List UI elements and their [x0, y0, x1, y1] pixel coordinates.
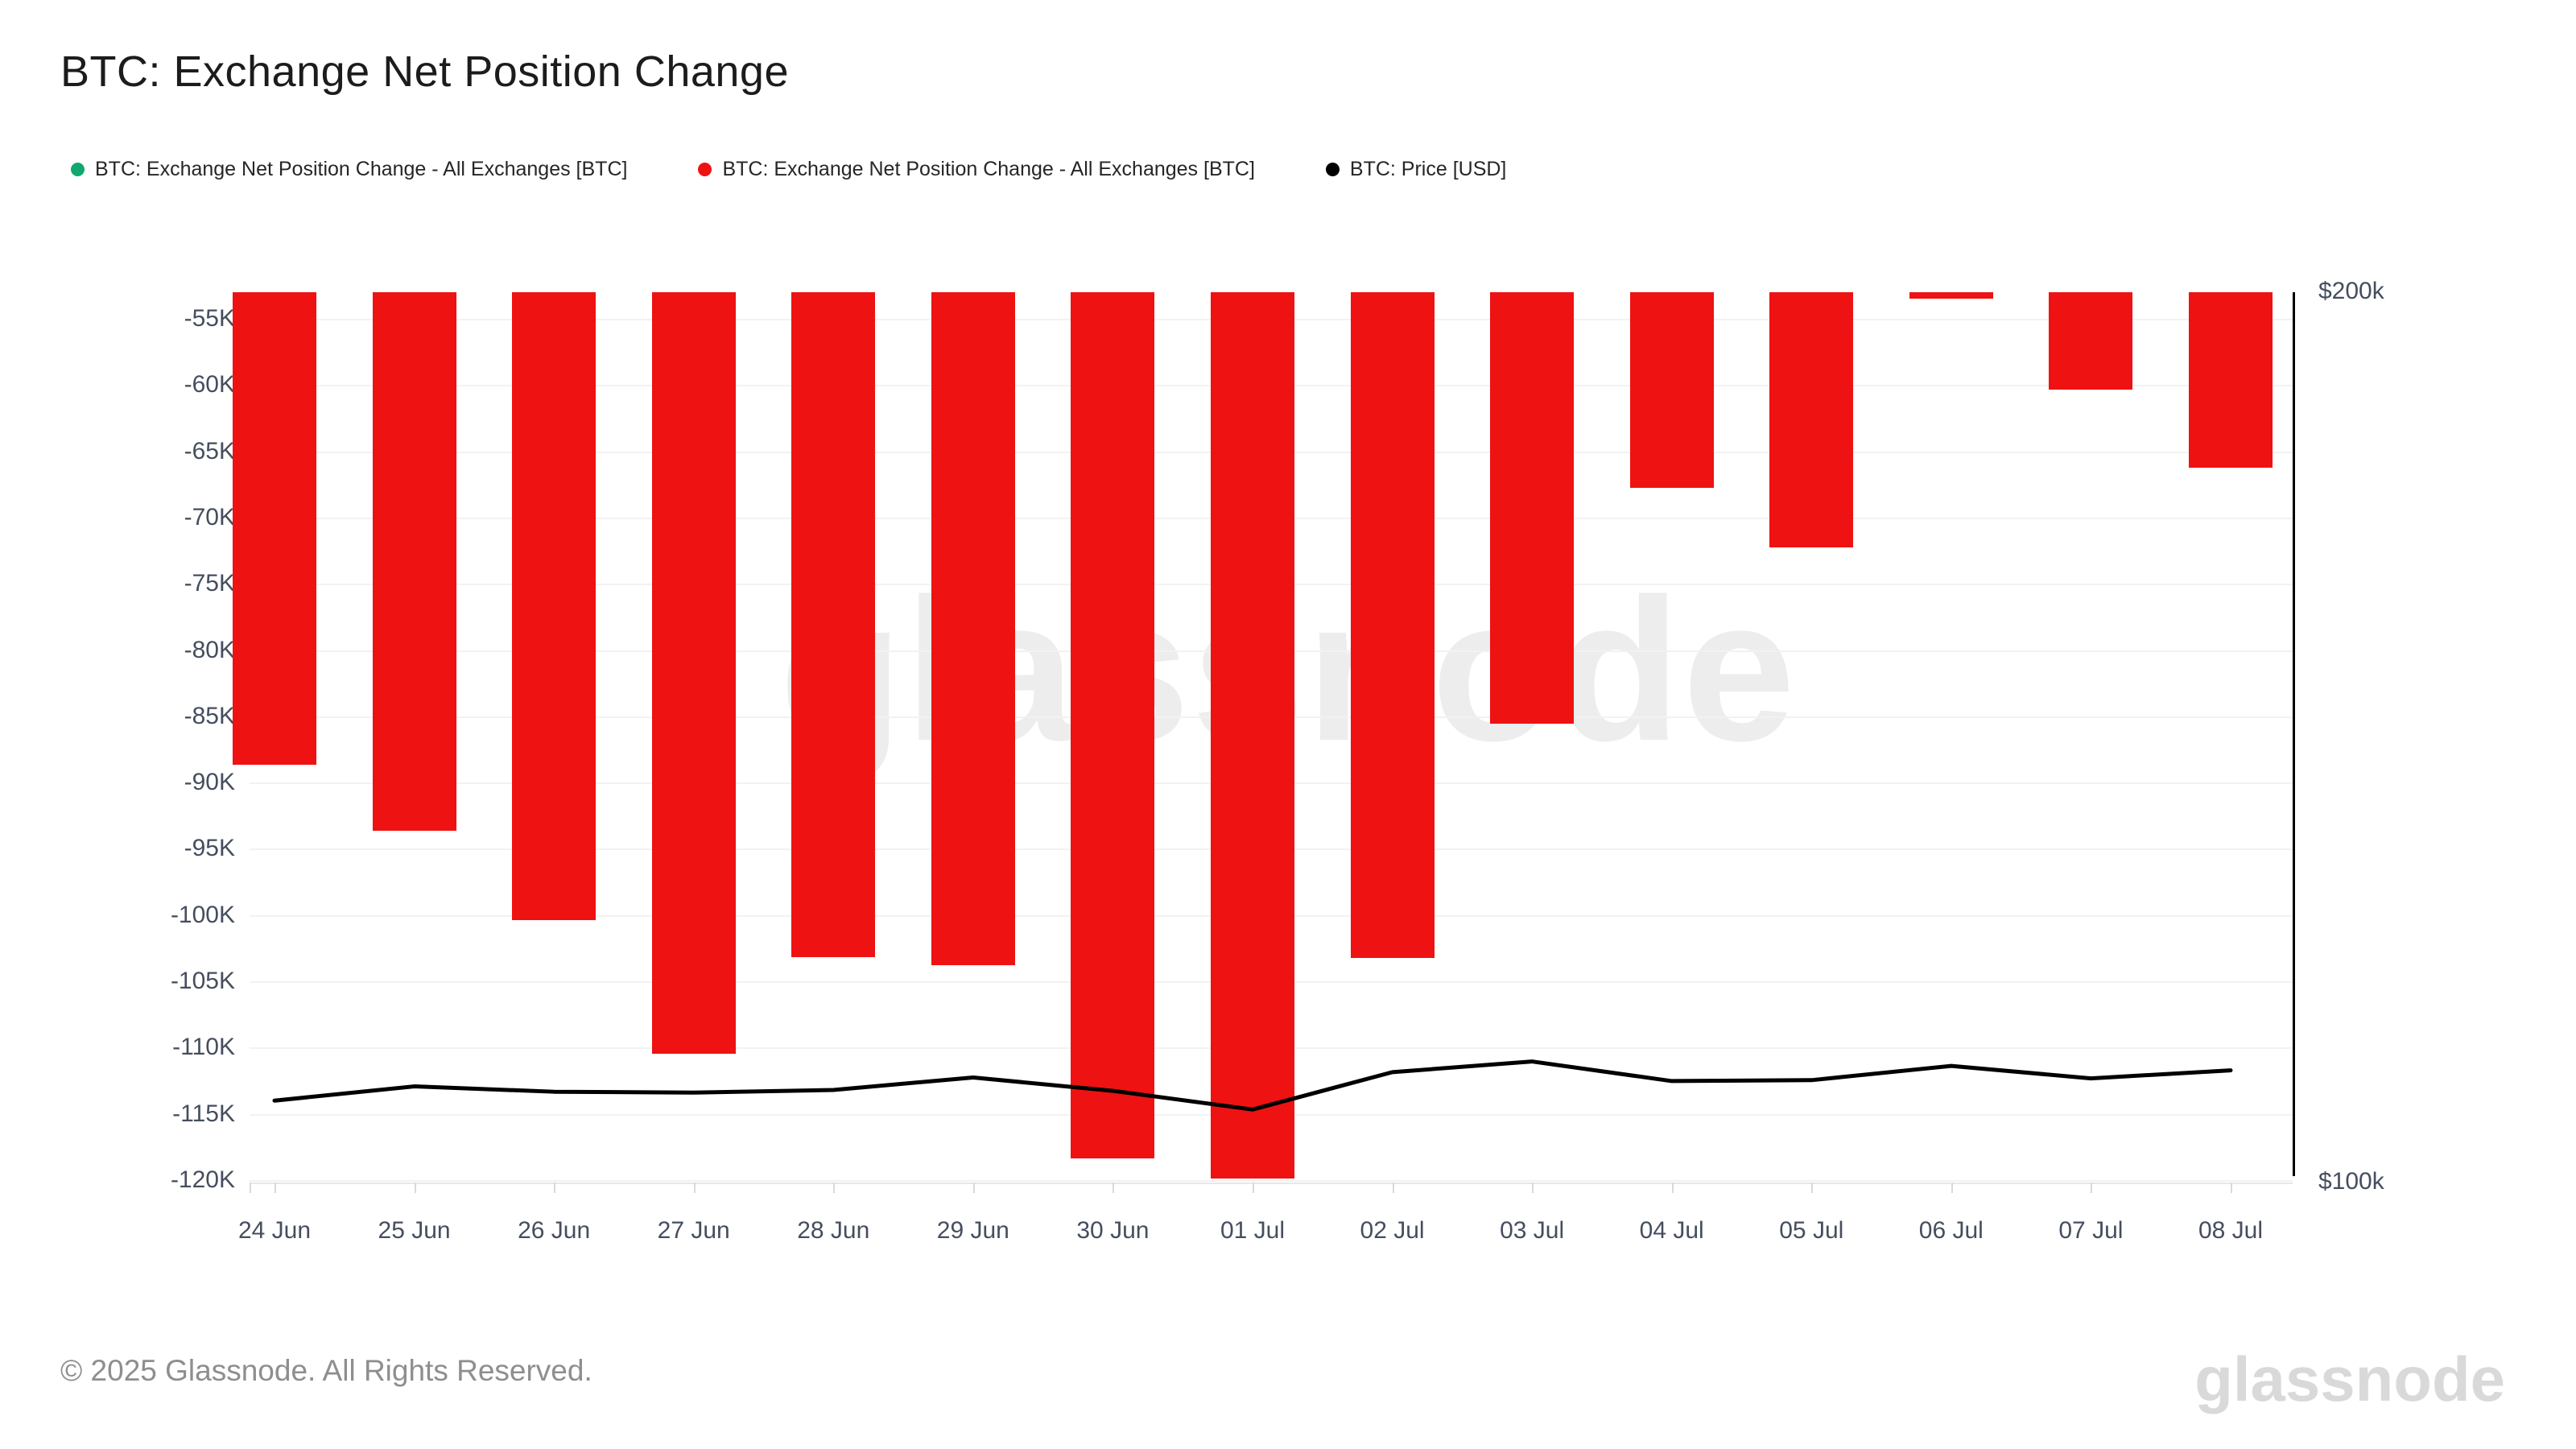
- bar-02-jul[interactable]: [1350, 292, 1435, 959]
- bar-01-jul[interactable]: [1210, 292, 1294, 1179]
- red-dot-icon: [698, 163, 712, 176]
- x-axis-tick-mark: [275, 1183, 276, 1193]
- glassnode-logo: glassnode: [2194, 1344, 2505, 1414]
- x-axis-tick-label: 03 Jul: [1500, 1217, 1565, 1244]
- x-axis-tick-label: 04 Jul: [1639, 1217, 1704, 1244]
- x-axis-tick-label: 08 Jul: [2198, 1217, 2263, 1244]
- y-axis-tick-label: -75K: [184, 570, 235, 597]
- x-axis-tick-mark: [2091, 1183, 2093, 1193]
- x-axis-tick-mark: [2230, 1183, 2232, 1193]
- x-axis-tick-label: 05 Jul: [1779, 1217, 1844, 1244]
- y-axis-tick-label: -55K: [184, 305, 235, 332]
- legend-item-net-position-green[interactable]: BTC: Exchange Net Position Change - All …: [71, 158, 627, 181]
- x-axis-tick-mark: [693, 1183, 696, 1193]
- y-axis-tick-label: -110K: [172, 1034, 235, 1061]
- y-axis-tick-label: -60K: [184, 371, 235, 398]
- y-axis-tick-label: -80K: [184, 636, 235, 663]
- x-axis-tick-mark: [972, 1183, 975, 1193]
- bar-04-jul[interactable]: [1629, 292, 1714, 489]
- bar-28-jun[interactable]: [791, 292, 876, 957]
- bar-07-jul[interactable]: [2049, 292, 2133, 390]
- bar-06-jul[interactable]: [1909, 292, 1993, 299]
- y-axis-tick-label: -100K: [170, 901, 235, 928]
- bar-08-jul[interactable]: [2188, 292, 2273, 469]
- x-axis-tick-label: 25 Jun: [378, 1217, 451, 1244]
- x-axis-tick-label: 02 Jul: [1360, 1217, 1425, 1244]
- x-axis-tick-label: 06 Jul: [1918, 1217, 1984, 1244]
- grid-line: [250, 1179, 2293, 1182]
- black-dot-icon: [1325, 163, 1340, 176]
- bar-03-jul[interactable]: [1490, 292, 1575, 724]
- x-axis-tick-label: 30 Jun: [1076, 1217, 1150, 1244]
- bar-29-jun[interactable]: [931, 292, 1015, 965]
- x-axis-tick-mark: [1811, 1183, 1814, 1193]
- y-axis-tick-label: -105K: [170, 967, 235, 994]
- bar-30-jun[interactable]: [1071, 292, 1155, 1158]
- green-dot-icon: [71, 163, 85, 176]
- right-axis-tick-label: $200k: [2318, 278, 2384, 304]
- y-axis-tick-label: -85K: [184, 702, 235, 729]
- y-axis-tick-label: -70K: [184, 503, 235, 530]
- bar-24-jun[interactable]: [233, 292, 316, 766]
- legend-label: BTC: Exchange Net Position Change - All …: [722, 158, 1255, 180]
- y-axis-tick-label: -115K: [172, 1100, 235, 1127]
- x-axis-tick-mark: [1532, 1183, 1534, 1193]
- x-axis-tick-mark: [1392, 1183, 1394, 1193]
- y-axis-tick-label: -120K: [170, 1166, 235, 1193]
- x-axis-tick-mark: [414, 1183, 416, 1193]
- x-axis-tick-label: 07 Jul: [2058, 1217, 2124, 1244]
- y-axis-tick-label: -90K: [184, 769, 235, 796]
- bar-05-jul[interactable]: [1769, 292, 1854, 548]
- x-axis-tick-mark: [1671, 1183, 1674, 1193]
- bar-27-jun[interactable]: [651, 292, 736, 1054]
- x-axis-tick-label: 24 Jun: [237, 1217, 312, 1244]
- x-axis-tick-mark: [1113, 1183, 1115, 1193]
- chart-legend: BTC: Exchange Net Position Change - All …: [71, 158, 1506, 181]
- page-title: BTC: Exchange Net Position Change: [60, 47, 789, 96]
- x-axis-tick-label: 27 Jun: [657, 1217, 730, 1244]
- x-axis-tick-mark: [833, 1183, 836, 1193]
- x-axis-tick-label: 01 Jul: [1220, 1217, 1286, 1244]
- legend-label: BTC: Exchange Net Position Change - All …: [95, 158, 628, 180]
- bar-26-jun[interactable]: [512, 292, 597, 920]
- copyright-text: © 2025 Glassnode. All Rights Reserved.: [60, 1354, 592, 1387]
- legend-item-price[interactable]: BTC: Price [USD]: [1325, 158, 1507, 181]
- x-axis-tick-label: 28 Jun: [797, 1217, 870, 1244]
- x-axis-tick-mark: [554, 1183, 556, 1193]
- x-axis-tick-mark: [1252, 1183, 1254, 1193]
- right-axis-line: [2293, 292, 2295, 1176]
- x-axis-tick-label: 26 Jun: [518, 1217, 591, 1244]
- y-axis-tick-label: -95K: [184, 835, 235, 862]
- bar-25-jun[interactable]: [372, 292, 456, 832]
- y-axis-tick-label: -65K: [184, 437, 235, 464]
- x-axis-tick-mark: [250, 1183, 251, 1193]
- right-axis-tick-label: $100k: [2318, 1168, 2384, 1195]
- x-axis-line: [250, 1183, 2293, 1184]
- x-axis-tick-mark: [1951, 1183, 1953, 1193]
- x-axis-tick-label: 29 Jun: [936, 1217, 1009, 1244]
- legend-item-net-position-red[interactable]: BTC: Exchange Net Position Change - All …: [698, 158, 1255, 181]
- legend-label: BTC: Price [USD]: [1349, 158, 1507, 180]
